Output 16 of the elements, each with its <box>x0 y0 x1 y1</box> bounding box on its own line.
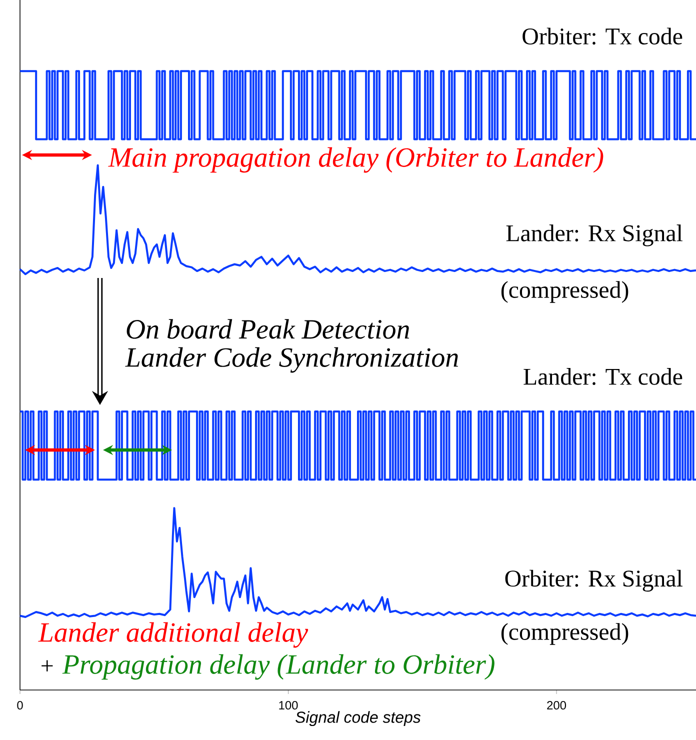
annotation: Lander Code Synchronization <box>125 347 458 373</box>
annotation: (compressed) <box>501 281 628 303</box>
series-label: Lander: Rx Signal <box>506 224 682 246</box>
x-tick-label: 0 <box>17 701 23 710</box>
annotation: + <box>42 660 53 672</box>
annotation: Propagation delay (Lander to Orbiter) <box>62 654 494 680</box>
series-label: Orbiter: Tx code <box>522 28 682 45</box>
annotation: Lander additional delay <box>38 622 308 648</box>
series-label: Orbiter: Rx Signal <box>505 570 682 592</box>
annotation: Main propagation delay (Orbiter to Lander) <box>108 147 604 173</box>
series-label: Lander: Tx code <box>524 368 682 385</box>
x-tick-label: 200 <box>547 701 566 710</box>
x-tick-label: 100 <box>279 701 298 710</box>
x-axis-title: Signal code steps <box>296 711 421 726</box>
annotation: On board Peak Detection <box>126 319 410 339</box>
annotation: (compressed) <box>501 623 628 645</box>
